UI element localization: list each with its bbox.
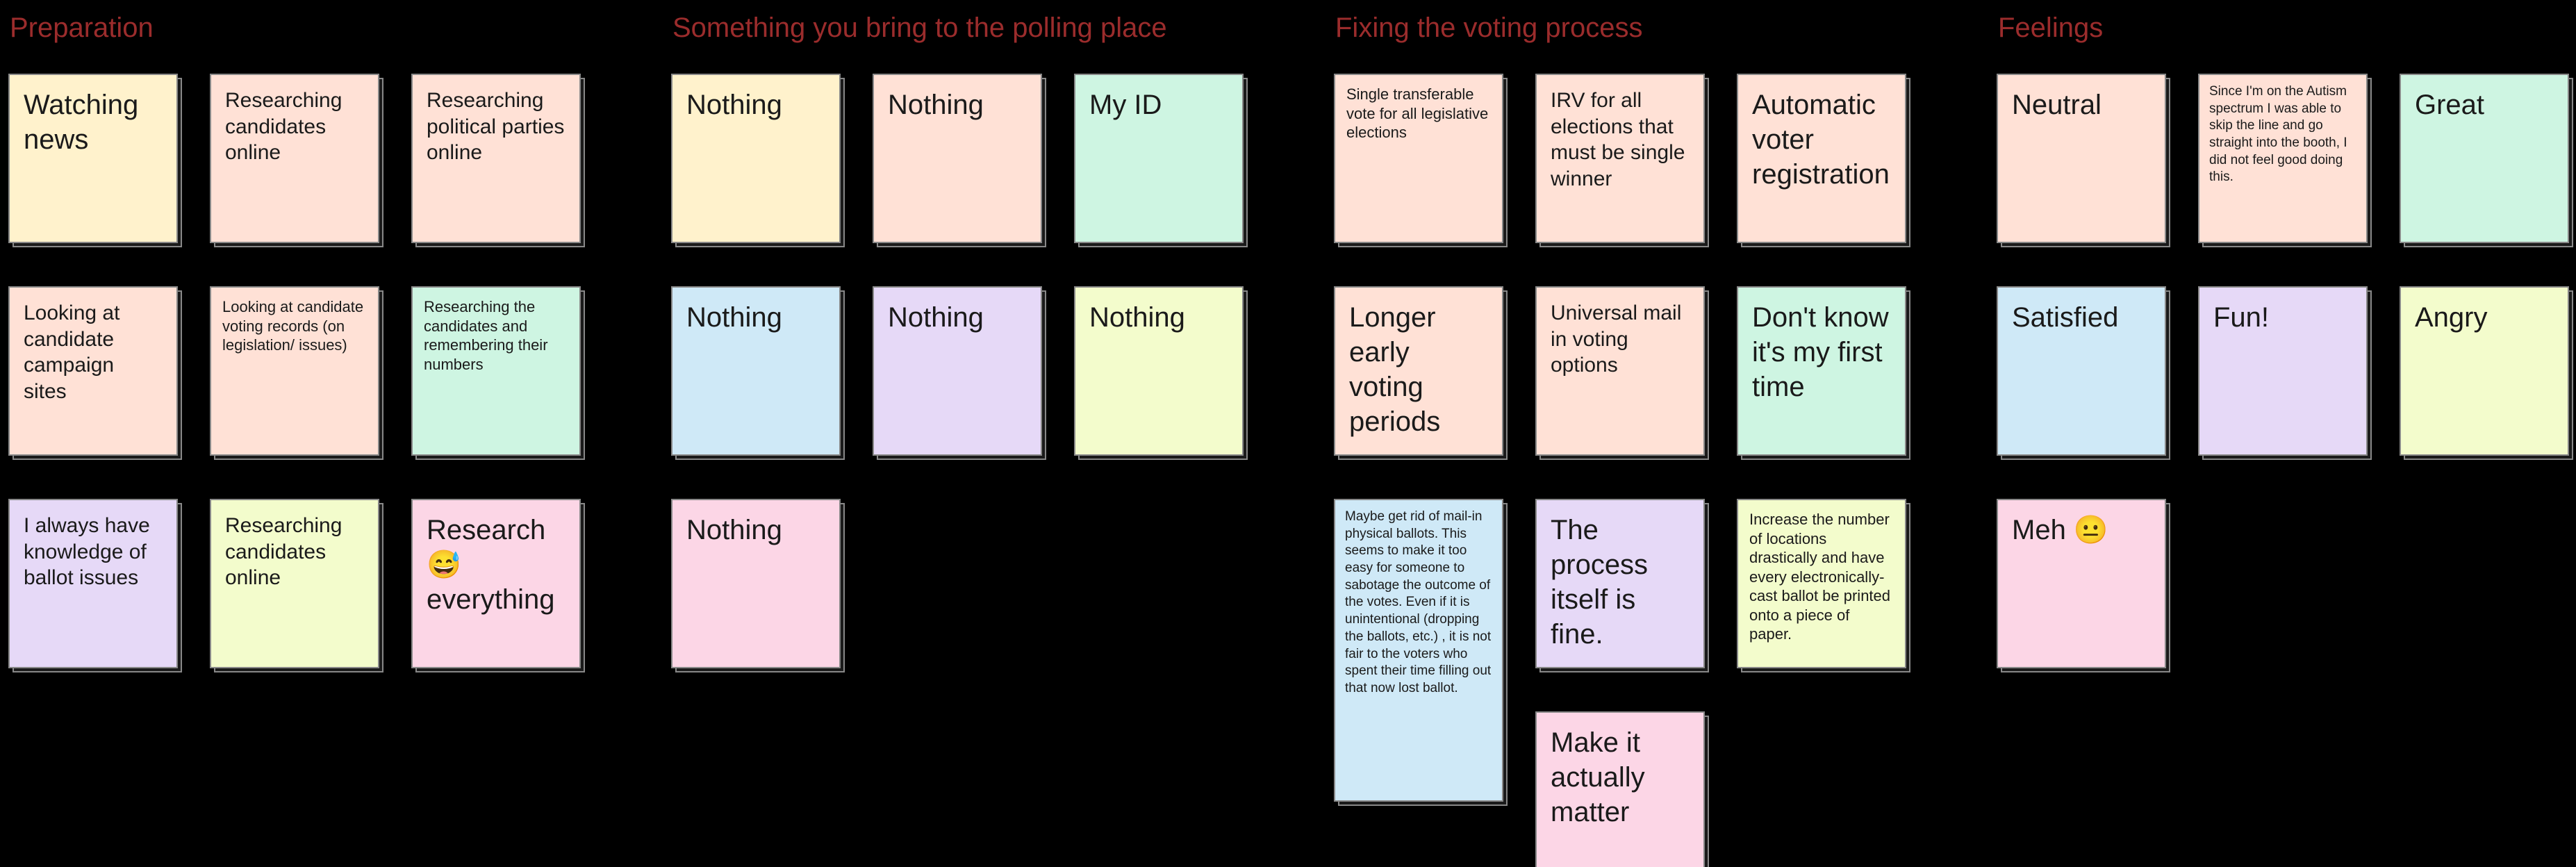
sticky-note[interactable]: Research 😅 everything — [413, 500, 579, 667]
sticky-note-text: Research 😅 everything — [427, 515, 555, 615]
sticky-note-text: Nothing — [888, 90, 984, 120]
sticky-note[interactable]: Universal mail in voting options — [1537, 288, 1703, 454]
sticky-note[interactable]: Increase the number of locations drastic… — [1738, 500, 1905, 667]
sticky-note[interactable]: Since I'm on the Autism spectrum I was a… — [2199, 75, 2366, 242]
sticky-note[interactable]: Angry — [2401, 288, 2568, 454]
group-title-preparation: Preparation — [10, 13, 154, 44]
sticky-note[interactable]: Maybe get rid of mail-in physical ballot… — [1335, 500, 1502, 800]
sticky-note-text: Watching news — [24, 90, 138, 155]
sticky-note-text: Researching the candidates and rememberi… — [424, 298, 548, 373]
sticky-note-text: Nothing — [686, 302, 782, 333]
sticky-note[interactable]: Longer early voting periods — [1335, 288, 1502, 454]
sticky-note-text: Fun! — [2213, 302, 2269, 333]
sticky-note-text: Nothing — [1089, 302, 1185, 333]
sticky-note[interactable]: Nothing — [874, 75, 1041, 242]
sticky-note-text: Universal mail in voting options — [1551, 302, 1681, 377]
sticky-note-text: Nothing — [686, 515, 782, 545]
sticky-note-text: Researching candidates online — [225, 514, 342, 589]
sticky-board: Preparation Something you bring to the p… — [0, 0, 2576, 867]
sticky-note-text: Looking at candidate voting records (on … — [222, 298, 363, 354]
sticky-note-text: Neutral — [2012, 90, 2102, 120]
sticky-note[interactable]: Nothing — [672, 500, 839, 667]
sticky-note-text: Researching political parties online — [427, 89, 564, 164]
sticky-note[interactable]: Meh 😐 — [1998, 500, 2165, 667]
sticky-note-text: Nothing — [888, 302, 984, 333]
sticky-note[interactable]: Make it actually matter — [1537, 713, 1703, 867]
sticky-note-text: Maybe get rid of mail-in physical ballot… — [1345, 509, 1491, 695]
sticky-note[interactable]: Automatic voter registration — [1738, 75, 1905, 242]
sticky-note-text: My ID — [1089, 90, 1162, 120]
sticky-note[interactable]: Single transferable vote for all legisla… — [1335, 75, 1502, 242]
sticky-note-text: IRV for all elections that must be singl… — [1551, 89, 1685, 190]
sticky-note-text: The process itself is fine. — [1551, 515, 1648, 650]
sticky-note-text: Angry — [2415, 302, 2488, 333]
sticky-note[interactable]: I always have knowledge of ballot issues — [10, 500, 176, 667]
sticky-note[interactable]: Watching news — [10, 75, 176, 242]
sticky-note[interactable]: Researching the candidates and rememberi… — [413, 288, 579, 454]
sticky-note[interactable]: Researching candidates online — [211, 75, 378, 242]
sticky-note-text: Make it actually matter — [1551, 727, 1645, 827]
group-title-bring: Something you bring to the polling place — [672, 13, 1167, 44]
sticky-note-text: Satisfied — [2012, 302, 2118, 333]
group-title-feelings: Feelings — [1998, 13, 2103, 44]
group-title-fixing: Fixing the voting process — [1335, 13, 1642, 44]
sticky-note[interactable]: Looking at candidate campaign sites — [10, 288, 176, 454]
sticky-note-text: Great — [2415, 90, 2484, 120]
sticky-note-text: Don't know it's my first time — [1752, 302, 1889, 402]
sticky-note[interactable]: Nothing — [1075, 288, 1242, 454]
sticky-note[interactable]: IRV for all elections that must be singl… — [1537, 75, 1703, 242]
sticky-note-text: Meh 😐 — [2012, 515, 2108, 545]
sticky-note[interactable]: Researching candidates online — [211, 500, 378, 667]
sticky-note-text: Researching candidates online — [225, 89, 342, 164]
sticky-note-text: Single transferable vote for all legisla… — [1346, 85, 1488, 141]
sticky-note[interactable]: Nothing — [672, 288, 839, 454]
sticky-note-text: Nothing — [686, 90, 782, 120]
sticky-note-text: Increase the number of locations drastic… — [1749, 511, 1890, 643]
sticky-note[interactable]: My ID — [1075, 75, 1242, 242]
sticky-note[interactable]: Nothing — [672, 75, 839, 242]
sticky-note[interactable]: Fun! — [2199, 288, 2366, 454]
sticky-note[interactable]: Don't know it's my first time — [1738, 288, 1905, 454]
sticky-note[interactable]: Neutral — [1998, 75, 2165, 242]
sticky-note[interactable]: The process itself is fine. — [1537, 500, 1703, 667]
sticky-note[interactable]: Researching political parties online — [413, 75, 579, 242]
sticky-note-text: I always have knowledge of ballot issues — [24, 514, 150, 589]
sticky-note-text: Longer early voting periods — [1349, 302, 1440, 437]
sticky-note[interactable]: Great — [2401, 75, 2568, 242]
sticky-note[interactable]: Looking at candidate voting records (on … — [211, 288, 378, 454]
sticky-note-text: Since I'm on the Autism spectrum I was a… — [2209, 84, 2347, 184]
sticky-note-text: Looking at candidate campaign sites — [24, 302, 119, 403]
sticky-note[interactable]: Nothing — [874, 288, 1041, 454]
sticky-note[interactable]: Satisfied — [1998, 288, 2165, 454]
sticky-note-text: Automatic voter registration — [1752, 90, 1890, 190]
